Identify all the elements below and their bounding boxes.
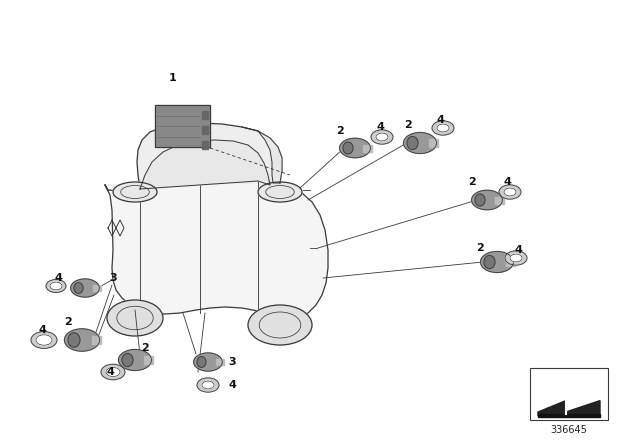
Text: 1: 1 <box>169 73 177 83</box>
Ellipse shape <box>197 357 206 367</box>
Text: 4: 4 <box>376 122 384 132</box>
Ellipse shape <box>65 329 100 351</box>
Ellipse shape <box>437 124 449 132</box>
Ellipse shape <box>248 305 312 345</box>
Polygon shape <box>105 180 328 320</box>
Bar <box>155 105 210 147</box>
Polygon shape <box>538 401 600 416</box>
Ellipse shape <box>484 255 495 269</box>
Bar <box>202 141 208 149</box>
Text: 4: 4 <box>514 245 522 255</box>
Ellipse shape <box>371 130 393 144</box>
Text: 2: 2 <box>404 120 412 130</box>
Ellipse shape <box>475 194 485 206</box>
Text: 2: 2 <box>336 126 344 136</box>
Ellipse shape <box>113 182 157 202</box>
Text: 4: 4 <box>54 273 62 283</box>
Ellipse shape <box>407 136 418 150</box>
Ellipse shape <box>107 300 163 336</box>
Ellipse shape <box>101 364 125 380</box>
Bar <box>93 285 100 291</box>
Text: 2: 2 <box>476 243 484 253</box>
Ellipse shape <box>197 378 219 392</box>
Ellipse shape <box>499 185 521 199</box>
Bar <box>155 105 210 147</box>
Bar <box>495 197 504 203</box>
Ellipse shape <box>432 121 454 135</box>
Polygon shape <box>105 123 282 189</box>
Ellipse shape <box>194 353 222 371</box>
Text: 4: 4 <box>38 325 46 335</box>
Ellipse shape <box>472 190 502 210</box>
Ellipse shape <box>74 283 83 293</box>
Text: 336645: 336645 <box>550 425 588 435</box>
Ellipse shape <box>36 335 52 345</box>
Bar <box>506 258 515 266</box>
Ellipse shape <box>202 381 214 389</box>
Text: 2: 2 <box>64 317 72 327</box>
Ellipse shape <box>376 133 388 141</box>
Polygon shape <box>242 127 282 183</box>
Bar <box>144 356 153 364</box>
Ellipse shape <box>122 353 133 366</box>
Text: 4: 4 <box>106 367 114 377</box>
Text: 3: 3 <box>109 273 117 283</box>
Ellipse shape <box>50 282 62 290</box>
Bar <box>538 414 600 417</box>
Ellipse shape <box>505 251 527 265</box>
Ellipse shape <box>68 333 80 347</box>
Ellipse shape <box>70 279 99 297</box>
Ellipse shape <box>118 349 152 370</box>
Bar <box>202 126 208 134</box>
Bar <box>530 368 608 420</box>
Ellipse shape <box>46 280 66 293</box>
Text: 2: 2 <box>141 343 149 353</box>
Ellipse shape <box>258 182 302 202</box>
Bar <box>216 359 223 365</box>
Bar <box>92 336 101 344</box>
Text: 4: 4 <box>503 177 511 187</box>
Bar <box>429 139 438 147</box>
Polygon shape <box>140 140 270 189</box>
Ellipse shape <box>106 367 120 377</box>
Bar <box>202 111 208 119</box>
Ellipse shape <box>403 133 436 154</box>
Ellipse shape <box>31 332 57 349</box>
Bar <box>364 145 372 151</box>
Ellipse shape <box>510 254 522 262</box>
Ellipse shape <box>340 138 371 158</box>
Text: 4: 4 <box>228 380 236 390</box>
Text: 4: 4 <box>436 115 444 125</box>
Text: 2: 2 <box>468 177 476 187</box>
Text: 3: 3 <box>228 357 236 367</box>
Ellipse shape <box>343 142 353 154</box>
Ellipse shape <box>481 251 513 272</box>
Ellipse shape <box>504 188 516 196</box>
